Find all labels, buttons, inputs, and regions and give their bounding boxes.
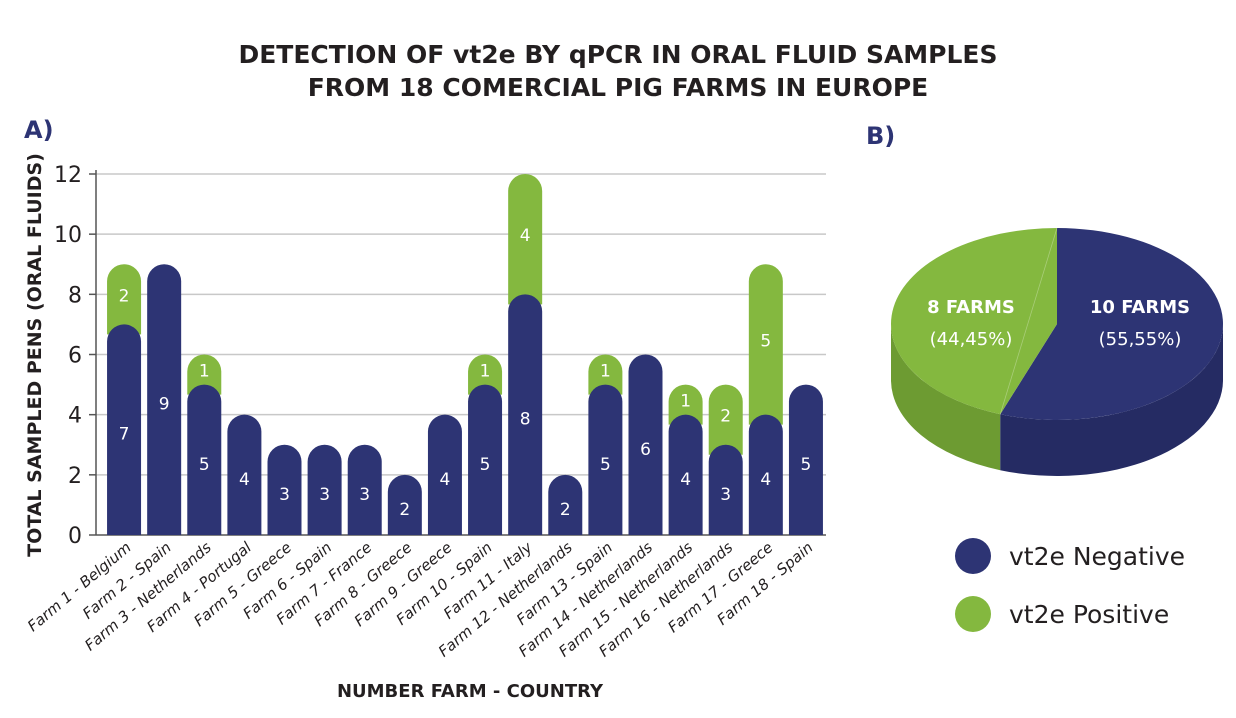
legend-swatch-negative (955, 538, 991, 574)
bar-positive-3 (187, 354, 222, 395)
bar-positive-15 (668, 384, 703, 425)
bar-negative-12 (548, 474, 583, 535)
bar-label-positive-11: 4 (520, 226, 531, 246)
bar-positive-1 (107, 264, 142, 335)
bar-negative-10 (468, 384, 503, 535)
bar-negative-3 (187, 384, 222, 535)
pie-side-positive (891, 324, 1001, 471)
bar-negative-9 (427, 414, 462, 535)
y-tick-label-12: 12 (54, 163, 82, 188)
bar-label-negative-16: 3 (720, 485, 731, 505)
bar-label-negative-6: 3 (319, 485, 330, 505)
y-axis-label: TOTAL SAMPLED PENS (ORAL FLUIDS) (24, 153, 46, 557)
bar-label-positive-1: 2 (119, 286, 130, 306)
bar-negative-11 (508, 294, 543, 535)
bar-negative-18 (788, 384, 823, 535)
legend-label-negative: vt2e Negative (1009, 541, 1186, 571)
bar-label-negative-10: 5 (480, 455, 491, 475)
bar-negative-5 (267, 444, 302, 535)
y-tick-label-6: 6 (68, 344, 82, 369)
pie-split-line (999, 227, 1058, 415)
pie-label-positive: 8 FARMS (927, 297, 1015, 318)
bar-label-negative-3: 5 (199, 455, 210, 475)
y-tick-label-0: 0 (68, 524, 82, 549)
x-axis-label: NUMBER FARM - COUNTRY (337, 681, 604, 702)
bar-label-negative-7: 3 (359, 485, 370, 505)
bar-label-negative-13: 5 (600, 455, 611, 475)
legend-swatch-positive (955, 596, 991, 632)
bar-negative-17 (748, 414, 783, 535)
bar-label-positive-16: 2 (720, 407, 731, 427)
pie-side-negative (1000, 324, 1223, 477)
bar-label-negative-18: 5 (801, 455, 812, 475)
bar-negative-15 (668, 414, 703, 535)
pie-percent-negative: (55,55%) (1099, 329, 1182, 350)
bar-label-negative-1: 7 (119, 425, 130, 445)
chart-title-line-1: DETECTION OF vt2e BY qPCR IN ORAL FLUID … (238, 40, 998, 69)
bar-positive-10 (468, 354, 503, 395)
bar-label-negative-12: 2 (560, 500, 571, 520)
panel-b-label: B) (866, 122, 896, 150)
y-tick-label-10: 10 (54, 223, 82, 248)
bar-label-positive-15: 1 (680, 392, 691, 412)
bar-label-negative-9: 4 (440, 470, 451, 490)
bar-negative-1 (107, 324, 142, 535)
y-tick-label-8: 8 (68, 283, 82, 308)
pie-label-negative: 10 FARMS (1090, 297, 1190, 318)
bar-negative-13 (588, 384, 623, 535)
bar-positive-16 (708, 384, 743, 455)
bar-negative-6 (307, 444, 342, 535)
bar-label-negative-8: 2 (399, 500, 410, 520)
bar-label-negative-2: 9 (159, 395, 170, 415)
chart-title: DETECTION OF vt2e BY qPCR IN ORAL FLUID … (0, 38, 1236, 104)
bar-positive-11 (508, 174, 543, 305)
pie-percent-positive: (44,45%) (930, 329, 1013, 350)
bar-negative-16 (708, 444, 743, 535)
bar-label-negative-4: 4 (239, 470, 250, 490)
bar-label-negative-17: 4 (760, 470, 771, 490)
pie-slice-negative (1000, 228, 1223, 420)
bar-label-negative-14: 6 (640, 440, 651, 460)
legend: vt2e Negative vt2e Positive (955, 532, 1185, 648)
bar-label-negative-15: 4 (680, 470, 691, 490)
bar-positive-17 (748, 264, 783, 425)
legend-label-positive: vt2e Positive (1009, 599, 1170, 629)
y-tick-label-4: 4 (68, 404, 82, 429)
legend-item-positive: vt2e Positive (955, 590, 1185, 638)
panel-a-label: A) (24, 116, 54, 144)
legend-item-negative: vt2e Negative (955, 532, 1185, 580)
bar-negative-4 (227, 414, 262, 535)
chart-title-line-2: FROM 18 COMERCIAL PIG FARMS IN EUROPE (307, 73, 929, 102)
bar-label-positive-17: 5 (760, 331, 771, 351)
bar-negative-8 (387, 474, 422, 535)
bar-label-negative-5: 3 (279, 485, 290, 505)
y-tick-label-2: 2 (68, 464, 82, 489)
bar-label-positive-13: 1 (600, 362, 611, 382)
bar-negative-2 (147, 264, 182, 535)
bar-positive-13 (588, 354, 623, 395)
bar-label-negative-11: 8 (520, 410, 531, 430)
bar-label-positive-10: 1 (480, 362, 491, 382)
bar-negative-7 (347, 444, 382, 535)
bar-negative-14 (628, 354, 663, 535)
pie-slice-positive (890, 228, 1057, 415)
bar-label-positive-3: 1 (199, 362, 210, 382)
